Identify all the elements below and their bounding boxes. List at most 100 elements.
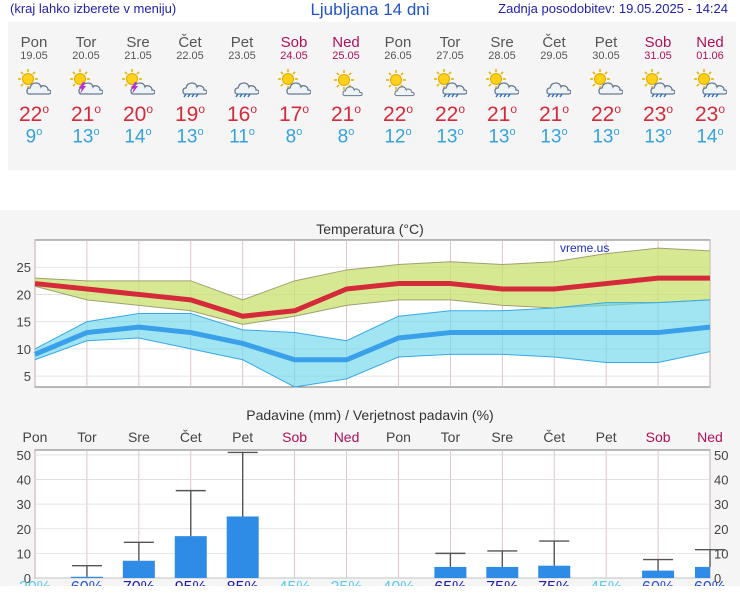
- temp-max: 21o: [320, 102, 372, 127]
- degree-sign: o: [562, 102, 570, 116]
- x-tick-label: Sob: [646, 429, 671, 445]
- x-tick-label: Sob: [282, 429, 307, 445]
- probability-label: 45%: [279, 579, 311, 586]
- temperature-chart: Temperatura (°C) 5 10 15 20 25 vreme.us: [0, 210, 740, 420]
- temp-min-value: 13: [176, 126, 198, 148]
- degree-sign: o: [145, 126, 152, 138]
- thunderstorm-sun-icon: [122, 69, 155, 95]
- day-date: 25.05: [332, 50, 360, 62]
- degree-sign: o: [666, 102, 674, 116]
- day-name: Čet: [178, 34, 202, 51]
- temp-min: 12o: [372, 126, 424, 148]
- temp-max-value: 23: [642, 103, 667, 126]
- temp-min-value: 13: [592, 126, 614, 148]
- temp-min-value: 14: [696, 126, 718, 148]
- partly-cloudy-icon: [18, 69, 51, 95]
- probability-label: 75%: [486, 579, 518, 586]
- day-date: 27.05: [436, 50, 464, 62]
- min-range-band: [35, 299, 710, 387]
- y-tick-label: 30: [17, 497, 31, 512]
- degree-sign: o: [302, 102, 310, 116]
- y-tick-label: 25: [17, 260, 31, 275]
- day-date: 31.05: [644, 50, 672, 62]
- y-tick-label-right: 30: [714, 497, 728, 512]
- temp-max: 21o: [60, 102, 112, 127]
- day-date: 23.05: [228, 50, 256, 62]
- day-date: 26.05: [384, 50, 412, 62]
- temp-max-value: 23: [694, 103, 719, 126]
- day-name: Pon: [20, 34, 48, 51]
- max-range-band-upper: [34, 247, 711, 301]
- degree-sign: o: [614, 102, 622, 116]
- temp-min-value: 12: [384, 126, 406, 148]
- temp-max-value: 17: [278, 103, 303, 126]
- day-date: 01.06: [696, 50, 724, 62]
- day-name: Sre: [490, 34, 514, 51]
- temp-min-value: 14: [124, 126, 146, 148]
- day-name: Ned: [332, 34, 360, 51]
- day-column: Pet 23.05 16o 11o: [216, 22, 268, 148]
- degree-sign: o: [405, 126, 412, 138]
- day-column: Ned 25.05 21o 8o: [320, 22, 372, 148]
- mostly-sunny-icon: [334, 70, 363, 97]
- degree-sign: o: [457, 126, 464, 138]
- temp-max-value: 22: [18, 103, 43, 126]
- day-column: Sre 28.05 21o 13o: [476, 22, 528, 148]
- day-column: Tor 27.05 22o 13o: [424, 22, 476, 148]
- probability-label: 65%: [434, 579, 466, 586]
- day-name: Pet: [230, 34, 254, 51]
- day-column: Pon 19.05 22o 9o: [8, 22, 60, 148]
- x-tick-label: Tor: [441, 429, 461, 445]
- menu-hint[interactable]: (kraj lahko izberete v meniju): [10, 1, 177, 16]
- precip-bar: [122, 560, 155, 578]
- temp-min: 14o: [112, 126, 164, 148]
- probability-label: 45%: [590, 579, 622, 586]
- temp-min: 13o: [580, 126, 632, 148]
- temp-max: 22o: [580, 102, 632, 127]
- day-date: 19.05: [20, 50, 48, 62]
- degree-sign: o: [510, 102, 518, 116]
- y-tick-label: 50: [17, 448, 31, 463]
- page-title: Ljubljana 14 dni: [310, 0, 430, 19]
- temp-max-value: 22: [434, 103, 459, 126]
- probability-label: 75%: [538, 579, 570, 586]
- x-tick-label: Pon: [386, 429, 411, 445]
- temp-max-value: 21: [486, 103, 511, 126]
- day-name: Sob: [280, 34, 308, 51]
- chart-title: Padavine (mm) / Verjetnost padavin (%): [246, 407, 493, 423]
- y-tick-label: 0: [24, 571, 31, 586]
- x-tick-label: Čet: [180, 429, 202, 445]
- chart-title: Temperatura (°C): [316, 221, 424, 237]
- precip-bar: [434, 566, 467, 578]
- degree-sign: o: [509, 126, 516, 138]
- sun-showers-icon: [694, 69, 727, 98]
- temp-min-value: 13: [72, 126, 94, 148]
- y-tick-label: 15: [17, 315, 31, 330]
- temp-max: 21o: [528, 102, 580, 127]
- watermark: vreme.us: [560, 241, 609, 255]
- sun-showers-icon: [642, 69, 675, 98]
- temp-max: 23o: [632, 102, 684, 127]
- degree-sign: o: [406, 102, 414, 116]
- degree-sign: o: [197, 126, 204, 138]
- precip-bar: [174, 536, 207, 578]
- degree-sign: o: [36, 126, 43, 138]
- y-tick-label: 20: [17, 287, 31, 302]
- day-column: Sob 31.05 23o 13o: [632, 22, 684, 148]
- y-tick-label-right: 10: [714, 546, 728, 561]
- degree-sign: o: [717, 126, 724, 138]
- day-column: Sob 24.05 17o 8o: [268, 22, 320, 148]
- probability-label: 95%: [175, 579, 207, 586]
- day-column: Pon 26.05 22o 12o: [372, 22, 424, 148]
- degree-sign: o: [93, 126, 100, 138]
- rain-cloud-icon: [546, 82, 571, 98]
- day-name: Čet: [542, 34, 566, 51]
- rain-cloud-icon: [234, 82, 259, 98]
- temp-max: 21o: [476, 102, 528, 127]
- temp-min-value: 13: [644, 126, 666, 148]
- temp-min: 8o: [320, 126, 372, 148]
- y-tick-label: 5: [24, 369, 31, 384]
- day-date: 29.05: [540, 50, 568, 62]
- temp-max: 19o: [164, 102, 216, 127]
- temp-max-value: 20: [122, 103, 147, 126]
